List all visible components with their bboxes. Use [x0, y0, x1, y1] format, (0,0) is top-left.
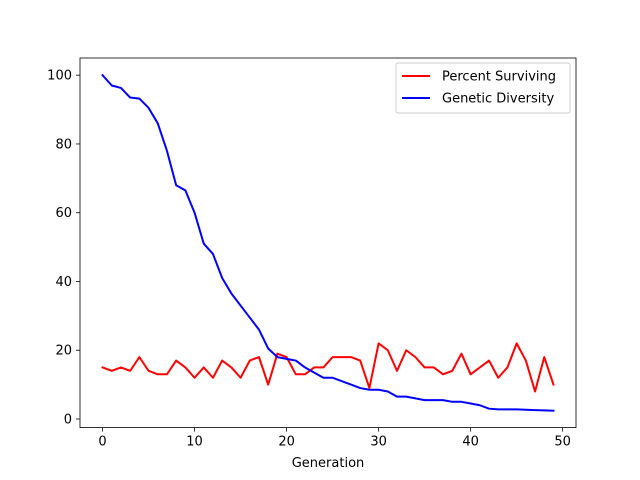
x-tick-label: 40 [462, 435, 479, 450]
legend-label-1: Percent Surviving [442, 70, 556, 85]
y-tick-label: 0 [64, 413, 72, 428]
x-tick-label: 20 [278, 435, 295, 450]
y-tick-label: 100 [47, 69, 72, 84]
series-line-2 [101, 73, 555, 412]
y-tick-label: 20 [55, 344, 72, 359]
x-axis-ticks: 0 10 20 30 40 50 [98, 427, 571, 450]
x-tick-label: 50 [554, 435, 571, 450]
x-tick-label: 10 [186, 435, 203, 450]
y-tick-label: 60 [55, 206, 72, 221]
plot-lines [101, 73, 555, 412]
legend-box [395, 62, 571, 114]
x-tick-label: 30 [370, 435, 387, 450]
x-tick-label: 0 [98, 435, 106, 450]
y-tick-label: 40 [55, 275, 72, 290]
y-axis-ticks: 0 20 40 60 80 100 [47, 69, 80, 428]
x-axis-label: Generation [292, 456, 365, 471]
series-line-1 [101, 342, 555, 393]
legend: Percent Surviving Genetic Diversity [395, 62, 571, 114]
axes-frame [79, 57, 577, 429]
legend-label-2: Genetic Diversity [442, 92, 554, 107]
y-tick-label: 80 [55, 137, 72, 152]
